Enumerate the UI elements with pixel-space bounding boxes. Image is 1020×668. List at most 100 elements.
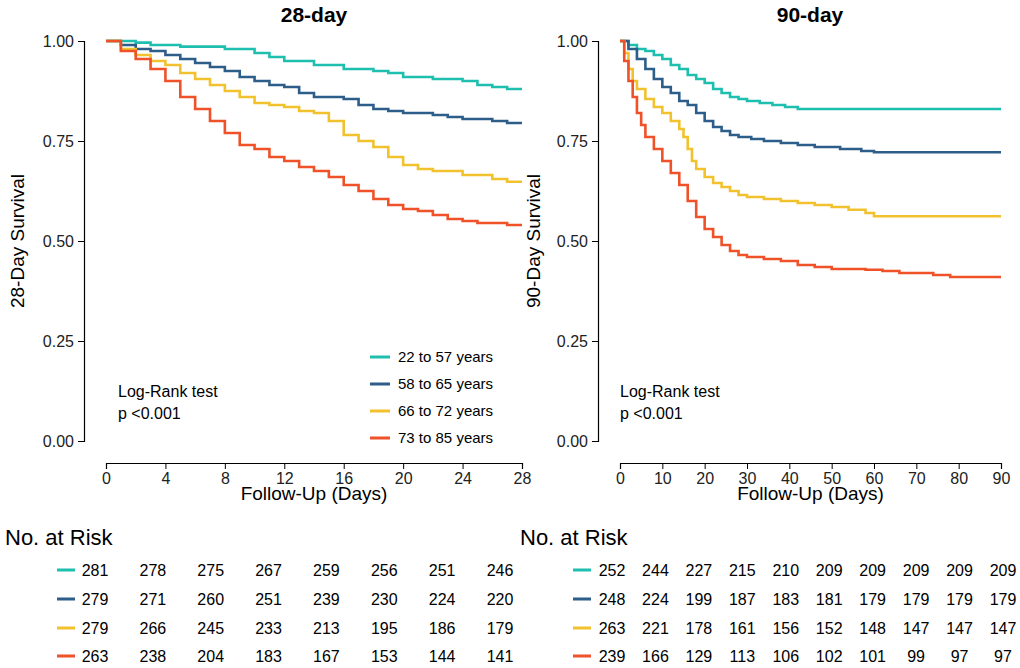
x-tick-mark bbox=[463, 463, 464, 469]
risk-count: 227 bbox=[686, 562, 713, 579]
risk-row-key bbox=[57, 627, 75, 630]
risk-count: 238 bbox=[140, 648, 167, 665]
risk-count: 102 bbox=[816, 648, 843, 665]
risk-count: 224 bbox=[429, 591, 456, 608]
x-tick-label: 20 bbox=[395, 470, 413, 487]
legend-swatch bbox=[370, 356, 390, 359]
risk-count: 97 bbox=[994, 648, 1012, 665]
risk-count: 179 bbox=[990, 591, 1017, 608]
y-tick-label: 0.00 bbox=[43, 433, 74, 450]
risk-count: 209 bbox=[946, 562, 973, 579]
y-axis: 0.000.250.500.751.00 bbox=[43, 33, 85, 450]
risk-count: 187 bbox=[729, 591, 756, 608]
risk-count: 99 bbox=[907, 648, 925, 665]
x-tick-label: 4 bbox=[161, 470, 170, 487]
x-axis-line bbox=[107, 464, 523, 470]
chart-title: 90-day bbox=[777, 3, 844, 26]
y-tick-label: 0.25 bbox=[43, 333, 74, 350]
x-tick: 20 bbox=[395, 463, 413, 487]
annotation: Log-Rank test bbox=[620, 383, 720, 400]
risk-count: 144 bbox=[429, 648, 456, 665]
survival-curve bbox=[620, 41, 1001, 109]
x-tick: 28 bbox=[514, 463, 532, 487]
x-tick: 10 bbox=[654, 463, 672, 487]
x-tick-mark bbox=[344, 463, 345, 469]
risk-count: 278 bbox=[140, 562, 167, 579]
survival-curve bbox=[620, 41, 1001, 277]
y-tick: 0.25 bbox=[43, 333, 84, 350]
risk-count: 113 bbox=[730, 648, 756, 665]
x-axis-title: Follow-Up (Days) bbox=[241, 483, 388, 504]
x-tick-mark bbox=[165, 463, 166, 469]
risk-table-title: No. at Risk bbox=[5, 525, 114, 550]
risk-count: 245 bbox=[197, 620, 224, 637]
survival-curve bbox=[106, 41, 522, 182]
x-tick: 20 bbox=[696, 463, 714, 487]
x-tick-label: 80 bbox=[950, 470, 968, 487]
legend-swatch bbox=[370, 383, 390, 386]
risk-count: 147 bbox=[903, 620, 930, 637]
risk-count: 281 bbox=[82, 562, 109, 579]
risk-count: 220 bbox=[487, 591, 514, 608]
risk-count: 279 bbox=[82, 591, 109, 608]
plot-area bbox=[106, 41, 522, 225]
x-tick-label: 8 bbox=[221, 470, 230, 487]
y-tick-label: 1.00 bbox=[557, 33, 588, 50]
y-tick: 0.00 bbox=[557, 433, 598, 450]
risk-count: 156 bbox=[772, 620, 799, 637]
legend-label: 22 to 57 years bbox=[398, 348, 493, 365]
risk-count: 179 bbox=[903, 591, 930, 608]
risk-count: 199 bbox=[686, 591, 713, 608]
risk-table-title: No. at Risk bbox=[520, 525, 629, 550]
y-tick-mark bbox=[592, 341, 598, 342]
x-tick-mark bbox=[832, 463, 833, 469]
x-tick: 24 bbox=[454, 463, 472, 487]
risk-count: 209 bbox=[859, 562, 886, 579]
risk-count: 252 bbox=[599, 562, 626, 579]
plot-area bbox=[620, 41, 1001, 277]
y-axis-title: 28-Day Survival bbox=[7, 174, 28, 308]
risk-row-key bbox=[57, 598, 75, 601]
x-tick-mark bbox=[225, 463, 226, 469]
risk-count: 259 bbox=[313, 562, 340, 579]
x-tick-mark bbox=[403, 463, 404, 469]
risk-count: 181 bbox=[816, 591, 843, 608]
risk-count: 233 bbox=[255, 620, 282, 637]
risk-count: 239 bbox=[313, 591, 340, 608]
risk-count: 183 bbox=[772, 591, 799, 608]
y-tick-mark bbox=[78, 441, 84, 442]
risk-count: 186 bbox=[429, 620, 456, 637]
risk-count: 166 bbox=[642, 648, 669, 665]
risk-count: 101 bbox=[859, 648, 886, 665]
y-tick-label: 0.25 bbox=[557, 333, 588, 350]
legend-swatch bbox=[370, 410, 390, 413]
x-tick-mark bbox=[705, 463, 706, 469]
x-tick-label: 28 bbox=[514, 470, 532, 487]
x-tick-label: 70 bbox=[908, 470, 926, 487]
figure: 28-day04812162024280.000.250.500.751.00F… bbox=[0, 0, 1020, 668]
risk-count: 97 bbox=[951, 648, 969, 665]
survival-curve bbox=[620, 41, 1001, 216]
x-tick-mark bbox=[1001, 463, 1002, 469]
y-tick-mark bbox=[592, 241, 598, 242]
y-tick: 0.75 bbox=[557, 133, 598, 150]
risk-count: 266 bbox=[140, 620, 167, 637]
risk-count: 256 bbox=[371, 562, 398, 579]
risk-count: 178 bbox=[686, 620, 713, 637]
y-tick-label: 0.50 bbox=[557, 233, 588, 250]
risk-count: 209 bbox=[816, 562, 843, 579]
risk-count: 279 bbox=[82, 620, 109, 637]
risk-count: 147 bbox=[946, 620, 973, 637]
chart-title: 28-day bbox=[281, 3, 348, 26]
x-tick-label: 0 bbox=[102, 470, 111, 487]
risk-count: 210 bbox=[772, 562, 799, 579]
x-tick-mark bbox=[916, 463, 917, 469]
risk-row-key bbox=[573, 598, 591, 601]
risk-count: 141 bbox=[487, 648, 514, 665]
y-axis-line bbox=[78, 42, 85, 442]
risk-count: 204 bbox=[197, 648, 224, 665]
x-tick-mark bbox=[106, 463, 107, 469]
survival-curve bbox=[106, 41, 522, 225]
y-tick-label: 0.50 bbox=[43, 233, 74, 250]
x-tick-mark bbox=[284, 463, 285, 469]
